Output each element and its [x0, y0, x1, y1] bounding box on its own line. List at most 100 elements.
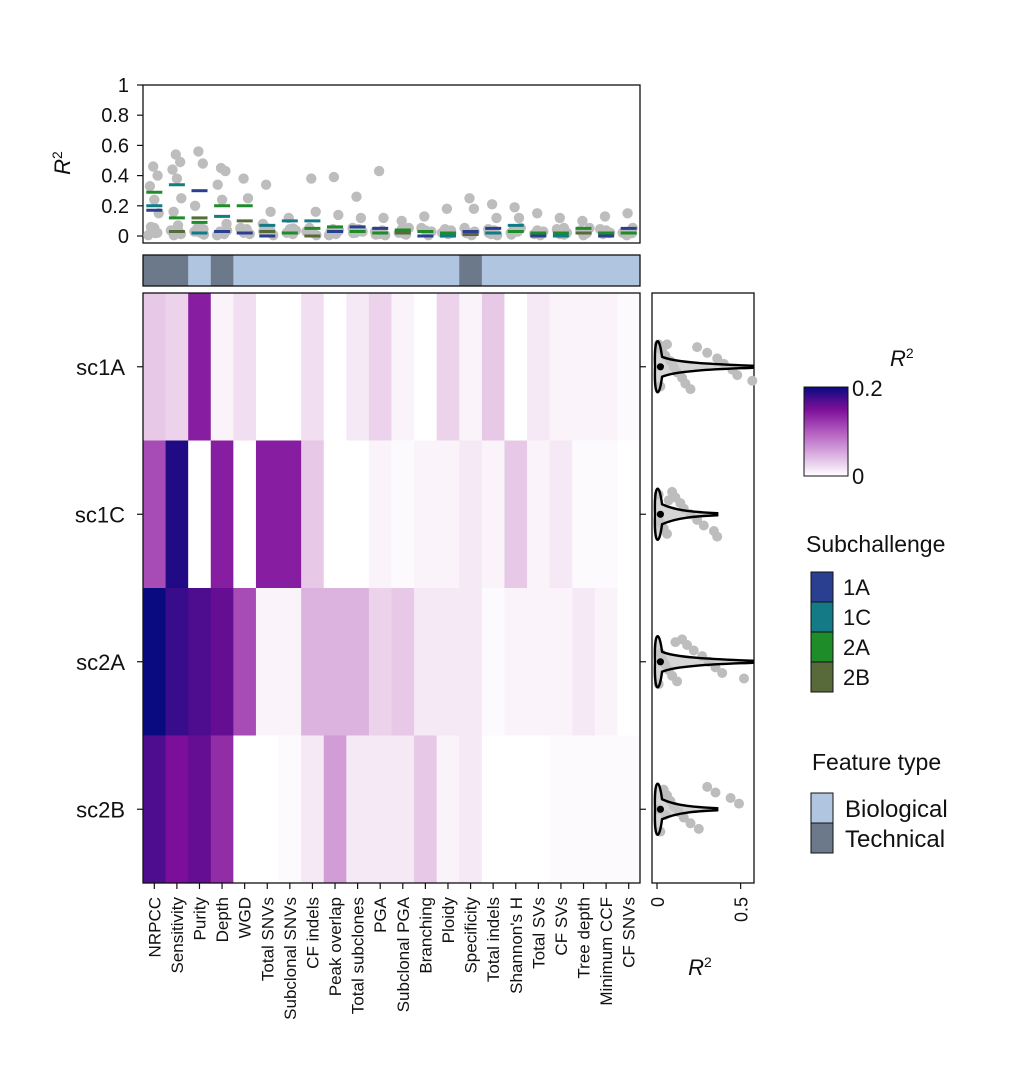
- heatmap-cell: [481, 293, 505, 441]
- violin-point: [712, 531, 723, 542]
- heatmap-cell: [255, 293, 279, 441]
- colorbar-gradient: [803, 386, 849, 477]
- heatmap: [143, 293, 641, 884]
- feature-type-cell: [572, 255, 596, 286]
- violin-mean-dot: [656, 363, 665, 371]
- strip-point: [396, 215, 407, 227]
- heatmap-cell: [572, 735, 596, 884]
- heatmap-cell: [210, 440, 234, 589]
- strip-point: [373, 165, 385, 177]
- violin-point: [662, 528, 672, 539]
- heatmap-cell: [617, 735, 641, 884]
- column-label: Specificity: [462, 897, 481, 974]
- violin-point: [747, 375, 758, 386]
- heatmap-cell: [301, 293, 325, 441]
- heatmap-cell: [143, 440, 166, 589]
- heatmap-cell: [504, 440, 528, 589]
- heatmap-cell: [481, 735, 505, 884]
- violin-point: [725, 793, 736, 803]
- column-label: Total subclones: [349, 897, 368, 1014]
- violin-point: [693, 823, 704, 834]
- feature-type-cell: [278, 255, 302, 286]
- strip-point: [351, 191, 362, 202]
- strip-point: [306, 173, 317, 184]
- heatmap-cell: [391, 735, 415, 884]
- strip-point: [464, 193, 475, 204]
- heatmap-cell: [549, 588, 573, 736]
- feature-type-cell: [323, 255, 347, 286]
- y-tick-label: 0: [118, 226, 129, 248]
- strip-point: [441, 203, 453, 214]
- feature-type-cell: [527, 255, 551, 286]
- column-label: Tree depth: [575, 897, 594, 979]
- column-label: Total SVs: [529, 897, 548, 969]
- heatmap-cell: [414, 735, 438, 884]
- heatmap-cell: [617, 440, 641, 589]
- strip-point: [242, 193, 254, 204]
- heatmap-cell: [255, 735, 279, 884]
- strip-point: [216, 194, 228, 205]
- heatmap-frame: [142, 292, 641, 884]
- violin-point: [702, 347, 713, 358]
- strip-point: [189, 200, 201, 211]
- heatmap-cell: [210, 735, 234, 884]
- top-y-axis-label: R2: [49, 151, 75, 175]
- column-label: Sensitivity: [168, 897, 187, 974]
- heatmap-column-labels: NRPCC Sensitivity Purity Depth WGD Total SNVs…: [145, 883, 639, 1020]
- column-label: Purity: [191, 897, 210, 941]
- heatmap-cell: [346, 293, 370, 441]
- heatmap-cell: [549, 735, 573, 884]
- feature-type-cell: [233, 255, 257, 286]
- violin-panel: [640, 339, 758, 837]
- heatmap-cell: [436, 293, 460, 441]
- feature-type-cell: [301, 255, 325, 286]
- subchallenge-swatch: [810, 571, 834, 603]
- strip-point: [260, 179, 272, 190]
- violin-point: [685, 818, 696, 829]
- heatmap-cell: [188, 588, 212, 736]
- heatmap-cell: [323, 293, 347, 441]
- heatmap-cell: [481, 440, 505, 589]
- strip-point: [220, 165, 231, 177]
- colorbar-max-label: 0.2: [852, 376, 883, 401]
- heatmap-cell: [346, 588, 370, 736]
- subchallenge-swatch: [810, 661, 834, 693]
- feature-type-cell: [414, 255, 438, 286]
- heatmap-cell: [255, 588, 279, 736]
- strip-point: [577, 215, 588, 227]
- heatmap-cell: [368, 440, 392, 589]
- heatmap-cell: [527, 588, 551, 736]
- column-label: CF SNVs: [620, 897, 639, 968]
- heatmap-cell: [188, 735, 212, 884]
- heatmap-cell: [436, 440, 460, 589]
- feature-type-cell: [436, 255, 460, 286]
- heatmap-cell: [391, 293, 415, 441]
- strip-point: [328, 171, 340, 183]
- heatmap-cell: [210, 588, 234, 736]
- column-label: Depth: [213, 897, 232, 942]
- strip-point: [355, 212, 367, 224]
- heatmap-cell: [504, 588, 528, 736]
- heatmap-cell: [323, 588, 347, 736]
- heatmap-cell: [323, 735, 347, 884]
- heatmap-cell: [594, 293, 618, 441]
- top-strip-points: [143, 146, 638, 241]
- heatmap-cell: [549, 440, 573, 589]
- heatmap-cell: [278, 588, 302, 736]
- violin-point: [710, 787, 721, 798]
- strip-point: [149, 194, 160, 205]
- feature-type-cell: [143, 255, 166, 286]
- violin-point: [678, 812, 689, 823]
- heatmap-cell: [143, 588, 166, 736]
- column-label: WGD: [236, 897, 255, 939]
- column-label: Subclonal SNVs: [281, 897, 300, 1020]
- heatmap-cell: [165, 588, 189, 736]
- heatmap-cell: [143, 293, 166, 441]
- subchallenge-swatch: [810, 631, 834, 663]
- heatmap-cell: [459, 588, 483, 736]
- heatmap-cell: [572, 293, 596, 441]
- heatmap-cell: [391, 440, 415, 589]
- violin-point: [712, 353, 723, 364]
- heatmap-cell: [210, 293, 234, 441]
- violin-mean-dot: [656, 658, 665, 666]
